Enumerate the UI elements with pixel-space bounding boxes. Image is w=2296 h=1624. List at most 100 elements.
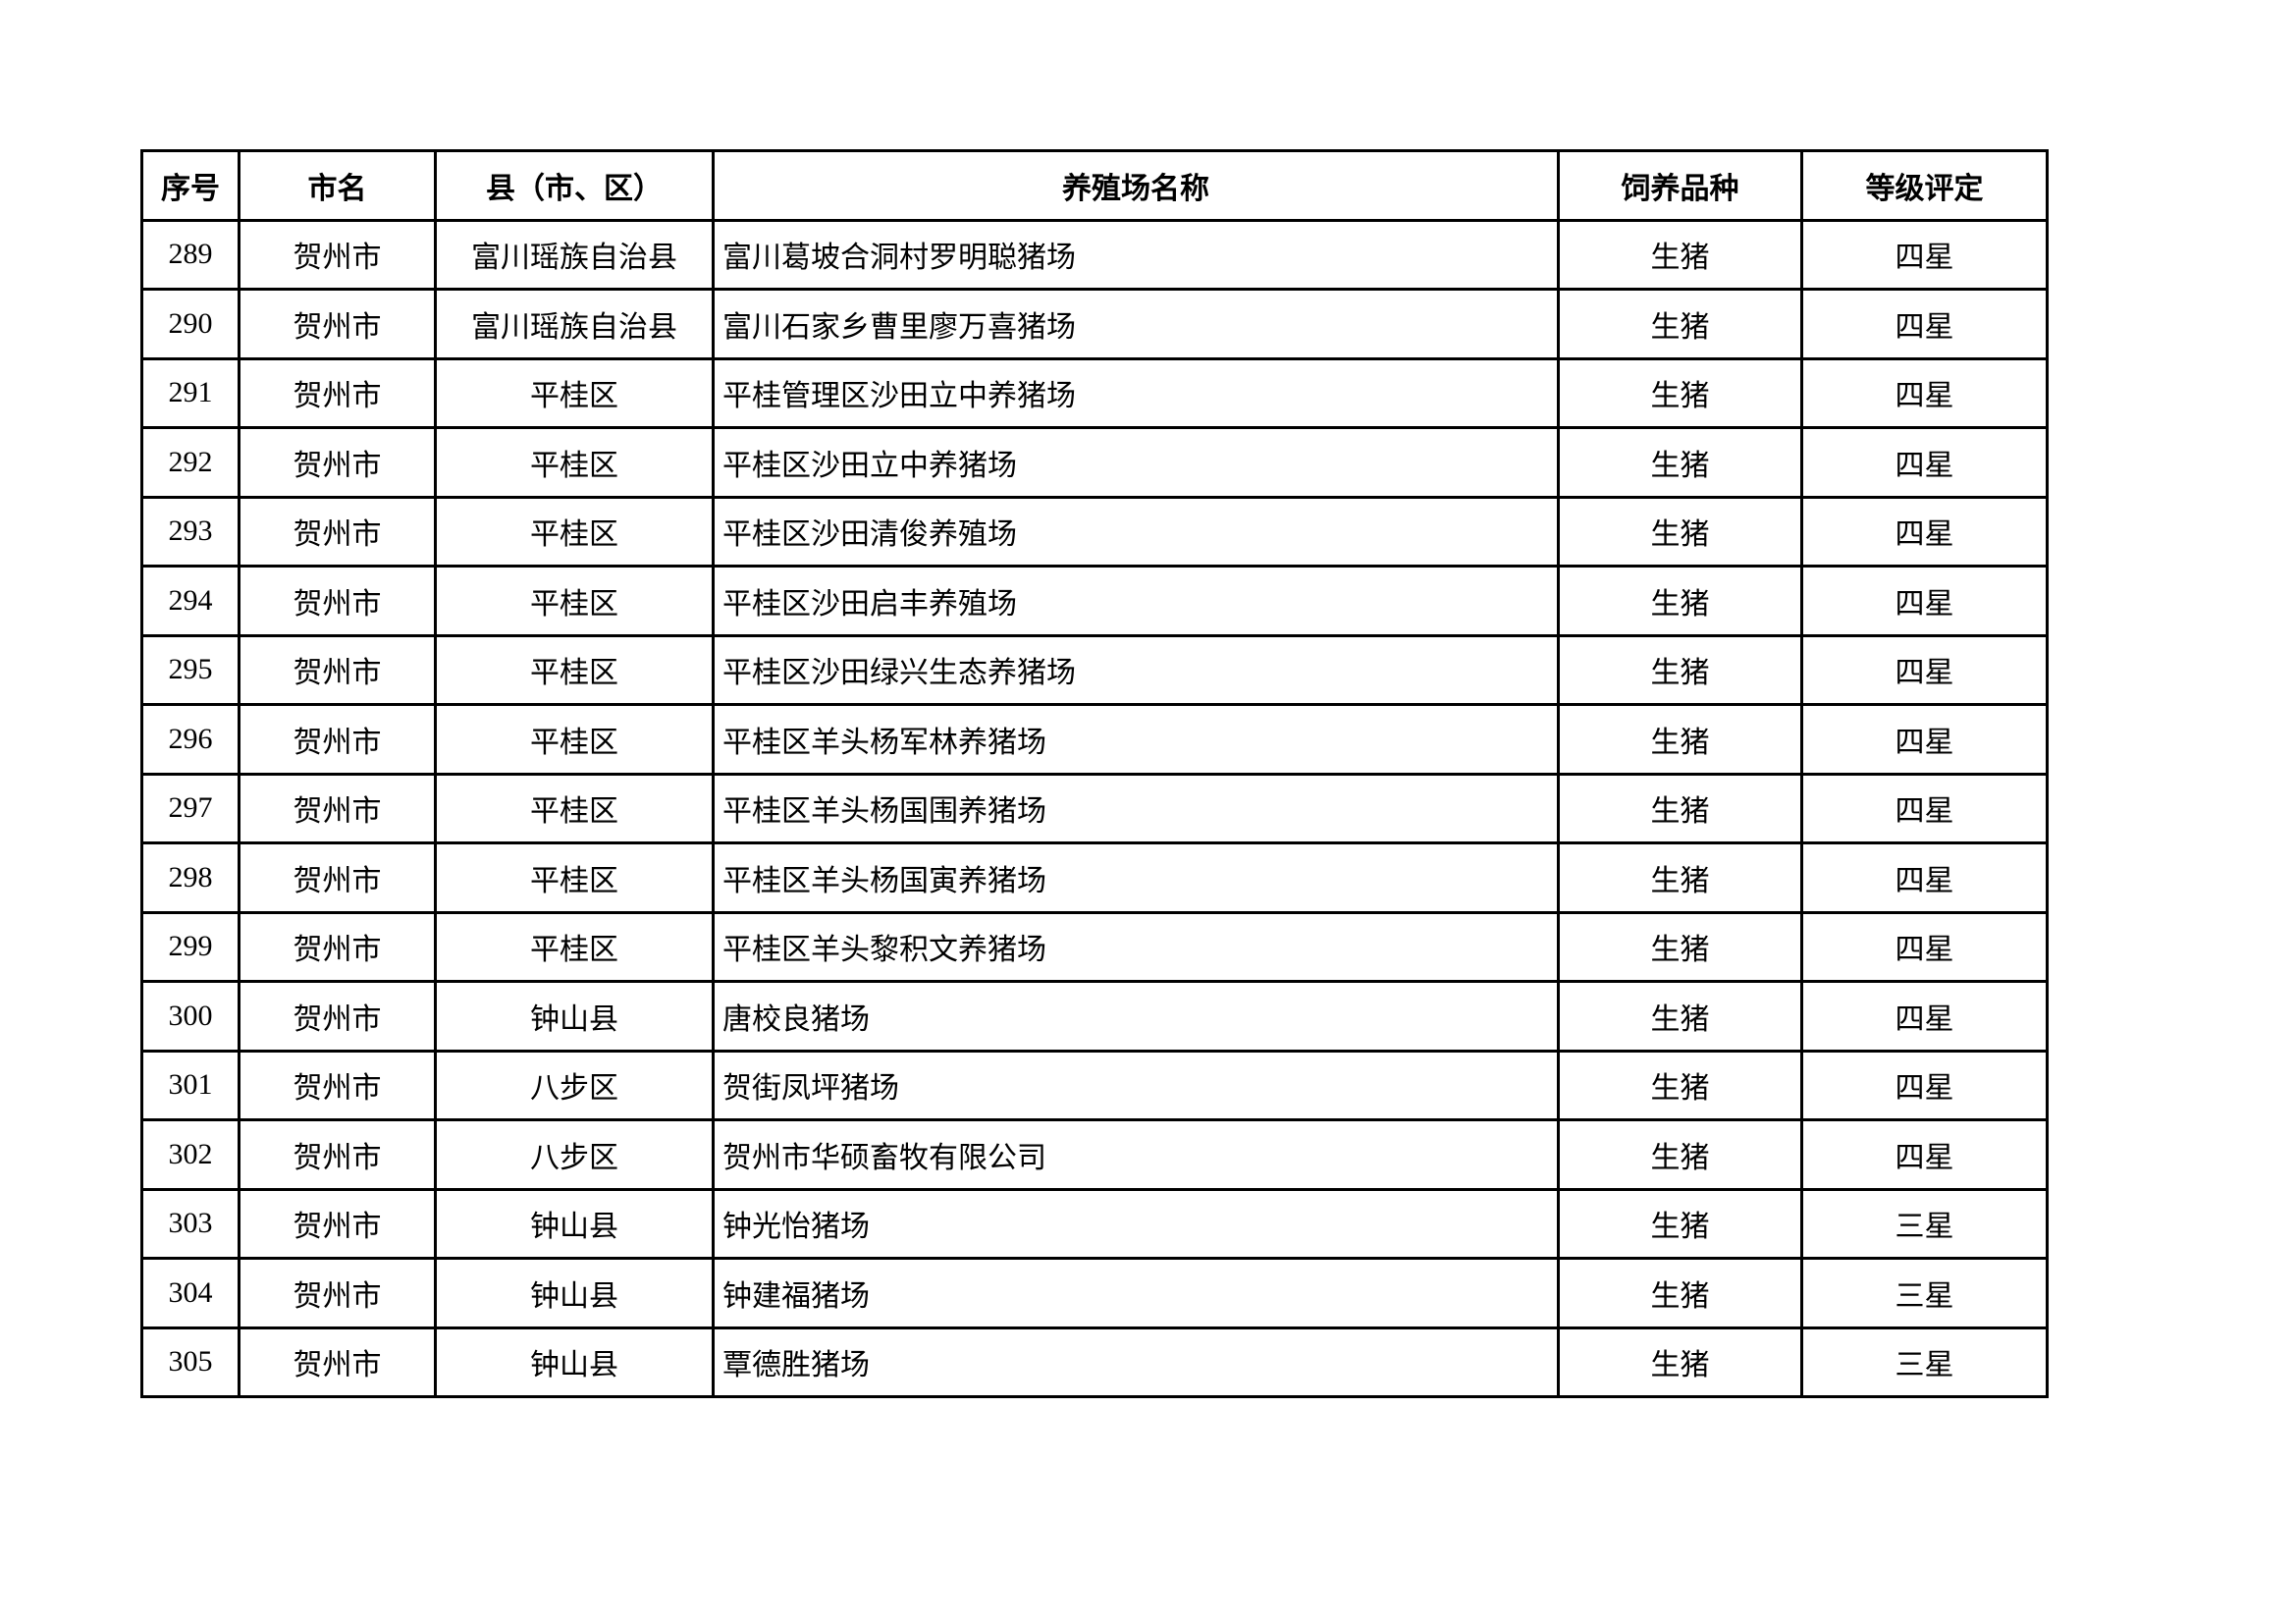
cell-rating: 四星 bbox=[1800, 356, 2049, 429]
cell-rating: 四星 bbox=[1800, 426, 2049, 499]
cell-species: 生猪 bbox=[1557, 495, 1803, 568]
header-rating: 等级评定 bbox=[1800, 149, 2049, 222]
cell-species: 生猪 bbox=[1557, 288, 1803, 360]
table-row: 291 贺州市 平桂区 平桂管理区沙田立中养猪场 生猪 四星 bbox=[140, 356, 2049, 429]
cell-index: 299 bbox=[140, 910, 240, 983]
cell-rating: 四星 bbox=[1800, 218, 2049, 291]
cell-farm-name: 贺街凤坪猪场 bbox=[712, 1049, 1560, 1121]
table-row: 305 贺州市 钟山县 覃德胜猪场 生猪 三星 bbox=[140, 1326, 2049, 1398]
cell-rating: 四星 bbox=[1800, 633, 2049, 706]
table-row: 292 贺州市 平桂区 平桂区沙田立中养猪场 生猪 四星 bbox=[140, 426, 2049, 499]
cell-species: 生猪 bbox=[1557, 218, 1803, 291]
cell-city: 贺州市 bbox=[238, 1326, 437, 1398]
cell-city: 贺州市 bbox=[238, 565, 437, 637]
table-row: 297 贺州市 平桂区 平桂区羊头杨国围养猪场 生猪 四星 bbox=[140, 772, 2049, 844]
cell-rating: 三星 bbox=[1800, 1257, 2049, 1329]
cell-county: 平桂区 bbox=[434, 841, 715, 914]
cell-county: 八步区 bbox=[434, 1118, 715, 1191]
cell-species: 生猪 bbox=[1557, 703, 1803, 776]
cell-farm-name: 平桂区沙田绿兴生态养猪场 bbox=[712, 633, 1560, 706]
cell-county: 钟山县 bbox=[434, 1257, 715, 1329]
cell-species: 生猪 bbox=[1557, 980, 1803, 1053]
cell-city: 贺州市 bbox=[238, 1257, 437, 1329]
table-row: 302 贺州市 八步区 贺州市华硕畜牧有限公司 生猪 四星 bbox=[140, 1118, 2049, 1191]
table-row: 300 贺州市 钟山县 唐校良猪场 生猪 四星 bbox=[140, 980, 2049, 1053]
cell-index: 292 bbox=[140, 426, 240, 499]
cell-index: 294 bbox=[140, 565, 240, 637]
cell-city: 贺州市 bbox=[238, 356, 437, 429]
cell-species: 生猪 bbox=[1557, 356, 1803, 429]
cell-city: 贺州市 bbox=[238, 1049, 437, 1121]
cell-rating: 四星 bbox=[1800, 772, 2049, 844]
cell-county: 平桂区 bbox=[434, 772, 715, 844]
header-farm-name: 养殖场名称 bbox=[712, 149, 1560, 222]
cell-farm-name: 平桂区沙田清俊养殖场 bbox=[712, 495, 1560, 568]
cell-farm-name: 平桂区沙田立中养猪场 bbox=[712, 426, 1560, 499]
cell-index: 289 bbox=[140, 218, 240, 291]
cell-farm-name: 平桂区羊头杨国围养猪场 bbox=[712, 772, 1560, 844]
cell-county: 钟山县 bbox=[434, 1326, 715, 1398]
header-city: 市名 bbox=[238, 149, 437, 222]
table-row: 304 贺州市 钟山县 钟建福猪场 生猪 三星 bbox=[140, 1257, 2049, 1329]
cell-county: 平桂区 bbox=[434, 703, 715, 776]
cell-city: 贺州市 bbox=[238, 495, 437, 568]
cell-farm-name: 钟建福猪场 bbox=[712, 1257, 1560, 1329]
cell-rating: 四星 bbox=[1800, 910, 2049, 983]
table-row: 289 贺州市 富川瑶族自治县 富川葛坡合洞村罗明聪猪场 生猪 四星 bbox=[140, 218, 2049, 291]
table-row: 295 贺州市 平桂区 平桂区沙田绿兴生态养猪场 生猪 四星 bbox=[140, 633, 2049, 706]
cell-rating: 三星 bbox=[1800, 1187, 2049, 1260]
cell-farm-name: 唐校良猪场 bbox=[712, 980, 1560, 1053]
cell-county: 平桂区 bbox=[434, 633, 715, 706]
table-row: 296 贺州市 平桂区 平桂区羊头杨军林养猪场 生猪 四星 bbox=[140, 703, 2049, 776]
cell-city: 贺州市 bbox=[238, 288, 437, 360]
cell-species: 生猪 bbox=[1557, 1257, 1803, 1329]
cell-county: 钟山县 bbox=[434, 980, 715, 1053]
cell-county: 八步区 bbox=[434, 1049, 715, 1121]
cell-rating: 四星 bbox=[1800, 288, 2049, 360]
cell-index: 301 bbox=[140, 1049, 240, 1121]
cell-rating: 四星 bbox=[1800, 841, 2049, 914]
cell-farm-name: 富川石家乡曹里廖万喜猪场 bbox=[712, 288, 1560, 360]
cell-rating: 四星 bbox=[1800, 980, 2049, 1053]
cell-county: 平桂区 bbox=[434, 495, 715, 568]
cell-city: 贺州市 bbox=[238, 218, 437, 291]
cell-county: 平桂区 bbox=[434, 426, 715, 499]
header-county: 县（市、区） bbox=[434, 149, 715, 222]
cell-farm-name: 覃德胜猪场 bbox=[712, 1326, 1560, 1398]
cell-farm-name: 平桂区羊头黎积文养猪场 bbox=[712, 910, 1560, 983]
cell-rating: 四星 bbox=[1800, 495, 2049, 568]
cell-rating: 四星 bbox=[1800, 703, 2049, 776]
cell-farm-name: 富川葛坡合洞村罗明聪猪场 bbox=[712, 218, 1560, 291]
cell-rating: 四星 bbox=[1800, 565, 2049, 637]
cell-farm-name: 贺州市华硕畜牧有限公司 bbox=[712, 1118, 1560, 1191]
table-row: 303 贺州市 钟山县 钟光怡猪场 生猪 三星 bbox=[140, 1187, 2049, 1260]
cell-index: 305 bbox=[140, 1326, 240, 1398]
cell-species: 生猪 bbox=[1557, 1118, 1803, 1191]
cell-city: 贺州市 bbox=[238, 980, 437, 1053]
cell-rating: 三星 bbox=[1800, 1326, 2049, 1398]
cell-index: 293 bbox=[140, 495, 240, 568]
cell-city: 贺州市 bbox=[238, 633, 437, 706]
cell-rating: 四星 bbox=[1800, 1118, 2049, 1191]
farm-rating-table: 序号 市名 县（市、区） 养殖场名称 饲养品种 等级评定 289 贺州市 富川瑶族自… bbox=[140, 149, 2049, 1398]
table-row: 293 贺州市 平桂区 平桂区沙田清俊养殖场 生猪 四星 bbox=[140, 495, 2049, 568]
cell-city: 贺州市 bbox=[238, 703, 437, 776]
cell-index: 300 bbox=[140, 980, 240, 1053]
cell-index: 304 bbox=[140, 1257, 240, 1329]
header-index: 序号 bbox=[140, 149, 240, 222]
cell-farm-name: 平桂管理区沙田立中养猪场 bbox=[712, 356, 1560, 429]
cell-index: 295 bbox=[140, 633, 240, 706]
header-species: 饲养品种 bbox=[1557, 149, 1803, 222]
cell-city: 贺州市 bbox=[238, 426, 437, 499]
cell-city: 贺州市 bbox=[238, 910, 437, 983]
cell-county: 平桂区 bbox=[434, 356, 715, 429]
table-row: 301 贺州市 八步区 贺街凤坪猪场 生猪 四星 bbox=[140, 1049, 2049, 1121]
cell-county: 富川瑶族自治县 bbox=[434, 288, 715, 360]
cell-species: 生猪 bbox=[1557, 565, 1803, 637]
cell-farm-name: 平桂区羊头杨国寅养猪场 bbox=[712, 841, 1560, 914]
table-row: 299 贺州市 平桂区 平桂区羊头黎积文养猪场 生猪 四星 bbox=[140, 910, 2049, 983]
cell-species: 生猪 bbox=[1557, 633, 1803, 706]
cell-species: 生猪 bbox=[1557, 1049, 1803, 1121]
cell-county: 钟山县 bbox=[434, 1187, 715, 1260]
header-row: 序号 市名 县（市、区） 养殖场名称 饲养品种 等级评定 bbox=[140, 149, 2049, 222]
